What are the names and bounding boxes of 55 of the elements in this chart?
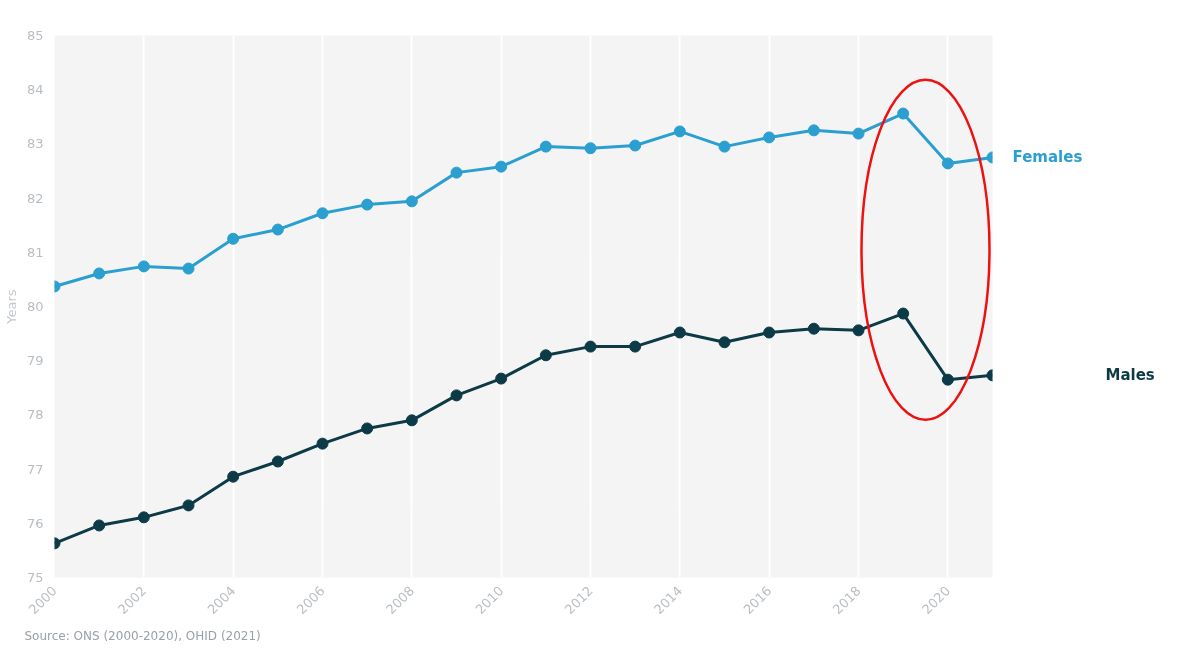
series-label: Females xyxy=(1012,148,1083,167)
point xyxy=(316,437,329,450)
point xyxy=(405,414,418,427)
y-tick-label: 76 xyxy=(26,515,44,531)
text: Males xyxy=(1105,366,1155,385)
y-tick-label: 83 xyxy=(26,136,44,152)
y-tick-label: 78 xyxy=(26,407,44,423)
point xyxy=(718,140,731,153)
point xyxy=(316,207,329,220)
point xyxy=(629,340,642,353)
point xyxy=(271,223,284,236)
point xyxy=(584,142,597,155)
point xyxy=(539,349,552,362)
point xyxy=(93,519,106,532)
point xyxy=(182,499,195,512)
point xyxy=(763,131,776,144)
point xyxy=(539,140,552,153)
point xyxy=(495,372,508,385)
point xyxy=(361,198,374,211)
point xyxy=(450,166,463,179)
y-tick-label: 85 xyxy=(26,28,44,43)
point xyxy=(361,422,374,435)
point xyxy=(941,157,954,170)
point xyxy=(227,232,240,245)
point xyxy=(763,326,776,339)
point xyxy=(137,511,150,524)
point xyxy=(495,160,508,173)
y-tick-label: 79 xyxy=(26,353,44,369)
point xyxy=(897,307,910,320)
y-tick-label: 82 xyxy=(26,190,44,206)
y-tick-label: 80 xyxy=(26,299,44,314)
point xyxy=(405,195,418,208)
y-tick-label: 84 xyxy=(26,82,44,98)
y-axis-title: Years xyxy=(3,289,19,325)
y-tick-label: 77 xyxy=(26,461,44,477)
source-note: Source: ONS (2000-2020), OHID (2021) xyxy=(24,628,261,643)
point xyxy=(852,127,865,140)
point xyxy=(629,139,642,152)
point xyxy=(807,124,820,137)
point xyxy=(673,125,686,138)
point xyxy=(852,324,865,337)
point xyxy=(227,470,240,483)
point xyxy=(450,389,463,402)
y-tick-label: 81 xyxy=(26,244,44,260)
point xyxy=(673,326,686,339)
point xyxy=(137,260,150,273)
point xyxy=(93,267,106,280)
y-tick-label: 75 xyxy=(26,570,44,585)
point xyxy=(897,107,910,120)
point xyxy=(584,340,597,353)
point xyxy=(271,455,284,468)
point xyxy=(718,336,731,349)
point xyxy=(182,262,195,275)
point xyxy=(807,322,820,335)
point xyxy=(941,373,954,386)
